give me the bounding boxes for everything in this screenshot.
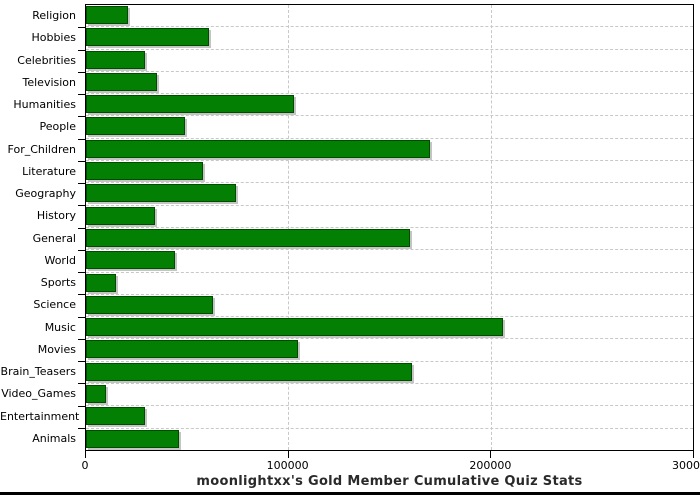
bar-religion — [86, 6, 129, 24]
bar-row-world — [86, 250, 693, 273]
bar-general — [86, 228, 410, 247]
category-label-for_children: For_Children — [7, 142, 76, 156]
bar-row-hobbies — [86, 27, 693, 50]
category-label-religion: Religion — [32, 9, 76, 22]
category-label-movies: Movies — [37, 342, 76, 356]
y-tick — [78, 361, 85, 362]
bar-row-humanities — [86, 94, 693, 117]
category-label-entertainment: Entertainment — [0, 409, 80, 423]
bar-row-television — [86, 72, 693, 95]
bar-row-entertainment — [86, 406, 693, 429]
bar-celebrities — [86, 50, 145, 69]
bar-row-people — [86, 116, 693, 139]
bar-row-for_children — [86, 139, 693, 162]
y-tick — [78, 116, 85, 118]
y-tick — [78, 227, 85, 229]
category-label-general: General — [32, 231, 76, 245]
bar-row-history — [86, 206, 693, 228]
bar-animals — [86, 429, 180, 448]
plot-area — [85, 4, 694, 451]
y-tick — [78, 183, 85, 184]
x-tick-label-200000: 200000 — [469, 459, 512, 472]
bar-science — [86, 295, 214, 314]
y-tick — [78, 71, 85, 73]
bar-movies — [86, 340, 299, 359]
bar-sports — [86, 273, 117, 292]
bar-people — [86, 117, 186, 136]
bar-television — [86, 72, 157, 91]
bar-history — [86, 206, 155, 225]
bar-row-geography — [86, 183, 693, 206]
bar-row-literature — [86, 161, 693, 184]
bar-world — [86, 251, 176, 270]
y-tick — [78, 427, 85, 429]
bar-music — [86, 318, 503, 337]
category-label-video_games: Video_Games — [1, 387, 76, 401]
category-label-hobbies: Hobbies — [31, 31, 76, 45]
y-tick — [78, 272, 85, 273]
x-tick-label-0: 0 — [81, 459, 89, 472]
y-tick — [78, 405, 85, 407]
y-tick — [78, 294, 85, 296]
bar-hobbies — [86, 28, 210, 47]
category-label-sports: Sports — [40, 276, 76, 289]
bar-row-movies — [86, 339, 693, 362]
bar-row-video_games — [86, 384, 693, 407]
bottom-divider — [0, 492, 700, 495]
y-tick — [78, 138, 85, 140]
y-tick — [78, 49, 85, 51]
y-tick — [78, 94, 85, 95]
x-tick-300000 — [693, 451, 694, 458]
category-label-literature: Literature — [22, 164, 76, 178]
category-label-television: Television — [22, 75, 77, 89]
bar-brain_teasers — [86, 362, 412, 381]
category-label-animals: Animals — [32, 431, 76, 445]
bar-row-animals — [86, 429, 693, 450]
category-label-geography: Geography — [15, 187, 76, 200]
bar-video_games — [86, 385, 107, 404]
y-tick — [78, 160, 85, 162]
chart-title: moonlightxx's Gold Member Cumulative Qui… — [196, 474, 583, 489]
category-label-music: Music — [44, 320, 76, 334]
category-label-world: World — [44, 253, 76, 267]
y-tick — [78, 27, 85, 29]
x-tick-0 — [85, 451, 86, 458]
category-label-humanities: Humanities — [13, 98, 76, 111]
bar-row-religion — [86, 5, 693, 28]
bar-humanities — [86, 95, 295, 114]
bar-entertainment — [86, 407, 145, 426]
x-tick-label-100000: 100000 — [266, 459, 309, 472]
bar-row-music — [86, 317, 693, 340]
bar-row-general — [86, 228, 693, 251]
category-label-people: People — [39, 120, 76, 134]
y-tick — [78, 316, 85, 318]
y-tick — [78, 383, 85, 385]
category-label-brain_teasers: Brain_Teasers — [0, 365, 76, 378]
bar-row-celebrities — [86, 50, 693, 72]
y-tick — [78, 249, 85, 251]
x-tick-label-300000: 300000 — [672, 459, 700, 472]
bar-geography — [86, 184, 236, 203]
bar-rows — [86, 5, 693, 450]
x-tick-200000 — [490, 451, 492, 458]
bar-row-sports — [86, 273, 693, 295]
category-label-history: History — [36, 209, 76, 223]
category-label-celebrities: Celebrities — [17, 53, 76, 67]
bar-literature — [86, 162, 204, 181]
y-tick — [78, 205, 85, 207]
bar-for_children — [86, 139, 430, 158]
category-label-science: Science — [33, 298, 76, 312]
x-tick-100000 — [287, 451, 289, 458]
bar-row-science — [86, 295, 693, 318]
bar-row-brain_teasers — [86, 362, 693, 385]
y-tick — [78, 338, 85, 340]
